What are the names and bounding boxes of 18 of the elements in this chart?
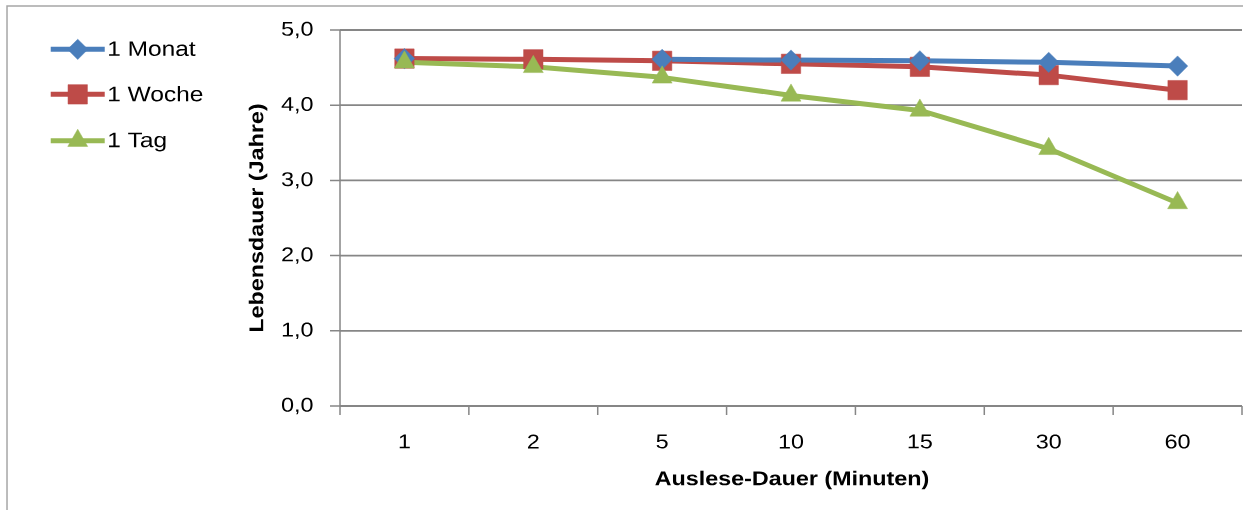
legend-label: 1 Woche (109, 86, 203, 102)
y-tick-label: 3,0 (281, 172, 313, 189)
legend-label: 1 Monat (109, 41, 196, 57)
y-tick-label: 4,0 (281, 96, 313, 114)
y-tick-label: 5,0 (282, 21, 313, 39)
x-tick-label: 5 (656, 434, 668, 449)
legend-label: 1 Tag (109, 132, 166, 152)
x-tick-label: 1 (399, 434, 410, 449)
x-tick-label: 2 (527, 434, 539, 449)
x-tick-label: 10 (779, 434, 804, 449)
y-tick-label: 2,0 (282, 247, 313, 264)
y-tick-label: 1,0 (282, 322, 313, 340)
x-tick-label: 15 (908, 434, 932, 449)
x-tick-label: 60 (1165, 434, 1190, 449)
x-tick-label: 30 (1036, 434, 1061, 449)
x-axis-title: Auslese-Dauer (Minuten) (655, 470, 929, 490)
y-axis-title: Lebensdauer (Jahre) (248, 104, 268, 332)
y-tick-label: 0,0 (281, 397, 313, 415)
